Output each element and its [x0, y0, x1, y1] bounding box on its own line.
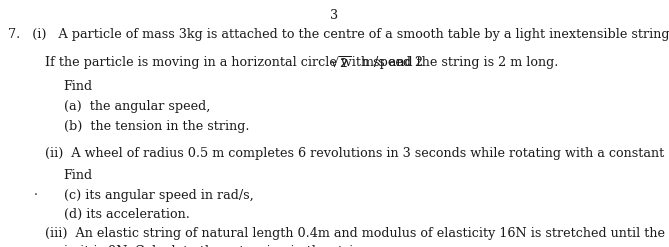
Text: (b)  the tension in the string.: (b) the tension in the string. — [64, 120, 249, 133]
Text: If the particle is moving in a horizontal circle with speed 2: If the particle is moving in a horizonta… — [45, 56, 423, 69]
Text: (iii)  An elastic string of natural length 0.4m and modulus of elasticity 16N is: (iii) An elastic string of natural lengt… — [45, 227, 669, 240]
Text: in it is 9N. Calculate the extension in the string.: in it is 9N. Calculate the extension in … — [64, 245, 373, 247]
Text: (a)  the angular speed,: (a) the angular speed, — [64, 100, 210, 113]
Text: Find: Find — [64, 80, 93, 93]
Text: (c) its angular speed in rad/s,: (c) its angular speed in rad/s, — [64, 189, 254, 202]
Text: 3: 3 — [330, 9, 339, 22]
Text: $\sqrt{2}$: $\sqrt{2}$ — [330, 56, 352, 71]
Text: m/s and the string is 2 m long.: m/s and the string is 2 m long. — [358, 56, 559, 69]
Text: ·: · — [33, 189, 37, 202]
Text: Find: Find — [64, 169, 93, 182]
Text: (ii)  A wheel of radius 0.5 m completes 6 revolutions in 3 seconds while rotatin: (ii) A wheel of radius 0.5 m completes 6… — [45, 147, 669, 160]
Text: 7.   (i)   A particle of mass 3kg is attached to the centre of a smooth table by: 7. (i) A particle of mass 3kg is attache… — [8, 28, 669, 41]
Text: (d) its acceleration.: (d) its acceleration. — [64, 207, 189, 221]
